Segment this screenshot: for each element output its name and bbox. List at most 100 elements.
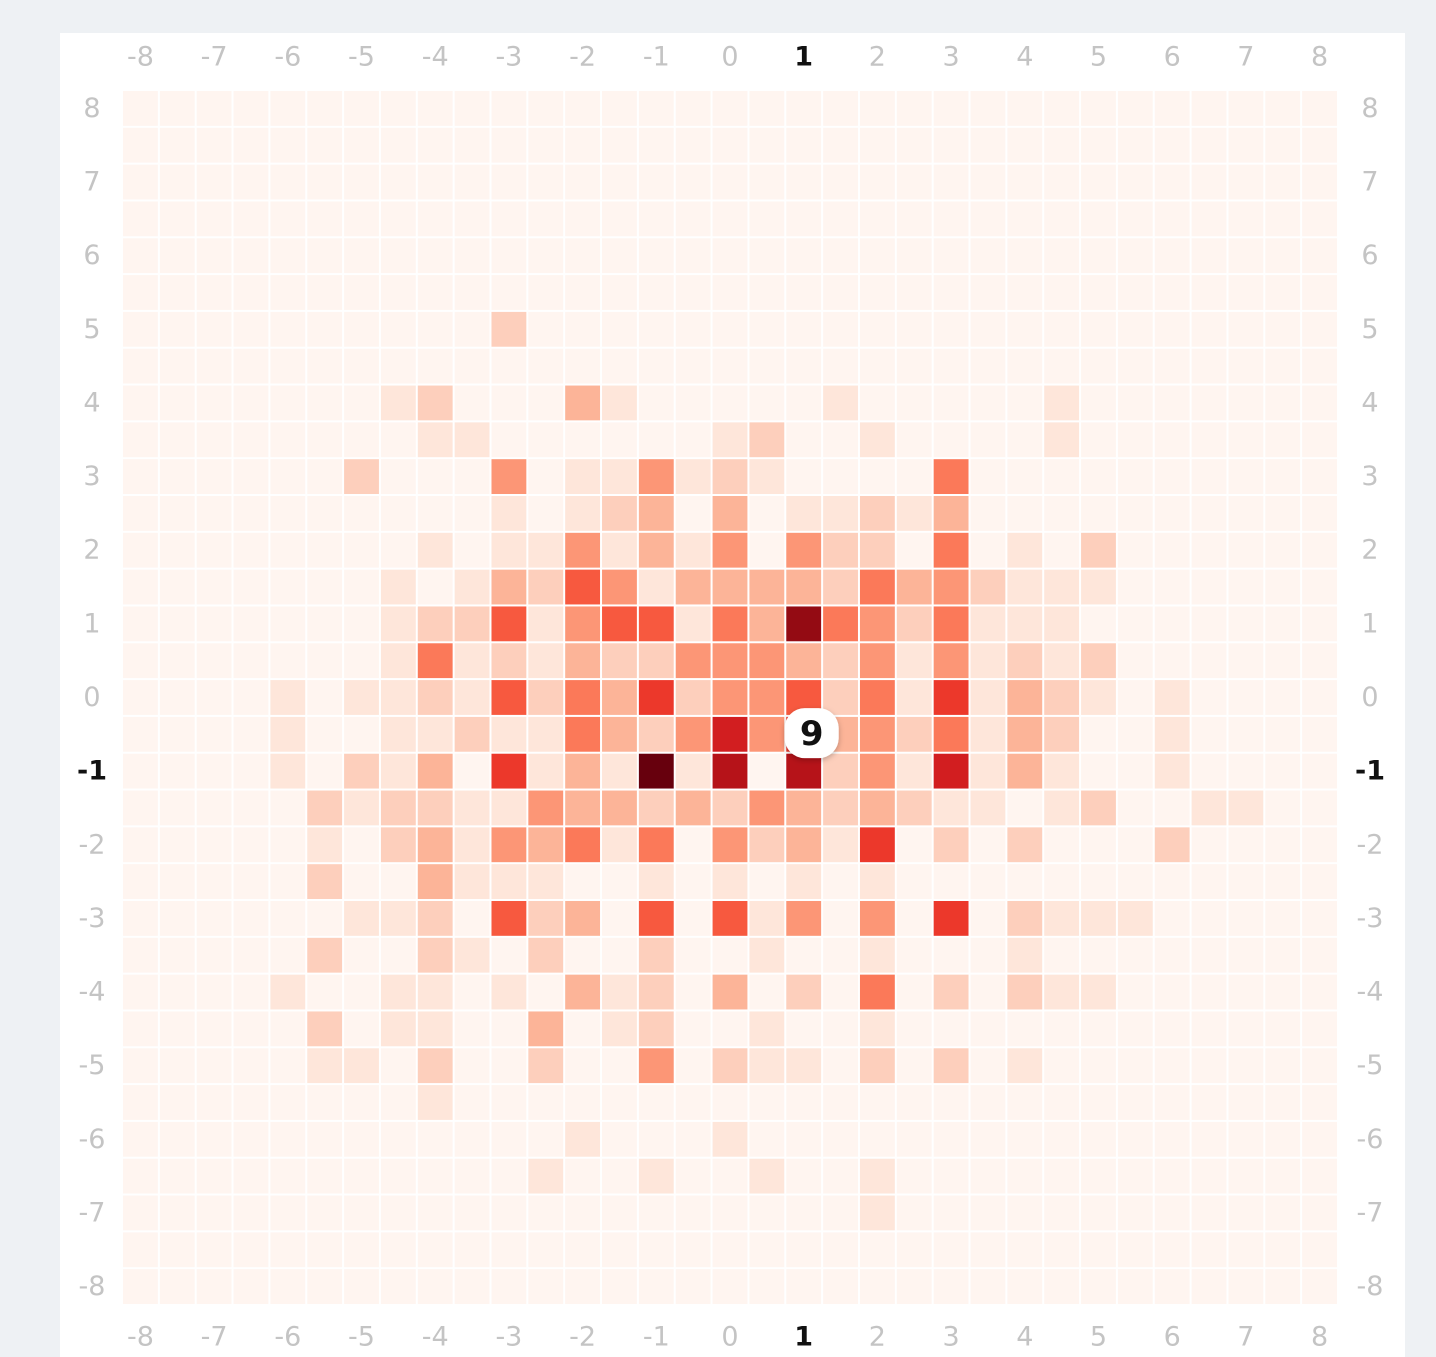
heatmap-cell xyxy=(933,827,969,863)
heatmap-cell xyxy=(233,1121,269,1157)
heatmap-cell xyxy=(749,459,785,494)
heatmap-cell xyxy=(749,385,785,421)
x-tick-label: -4 xyxy=(422,42,449,73)
heatmap-cell xyxy=(675,1085,711,1120)
heatmap-cell xyxy=(675,127,711,163)
heatmap-cell xyxy=(638,606,674,642)
heatmap-cell xyxy=(528,238,564,274)
heatmap-cell xyxy=(1154,864,1190,899)
heatmap-cell xyxy=(196,1085,232,1120)
heatmap-cell xyxy=(1154,201,1190,237)
heatmap-cell xyxy=(823,348,858,384)
heatmap-cell xyxy=(270,422,306,458)
heatmap-cell xyxy=(1044,680,1080,715)
heatmap-cell xyxy=(233,974,269,1010)
heatmap-cell xyxy=(528,348,564,384)
x-tick-label: 7 xyxy=(1237,1322,1254,1353)
heatmap-cell xyxy=(638,1158,674,1194)
heatmap-cell xyxy=(528,275,564,310)
heatmap-cell xyxy=(712,1085,748,1120)
heatmap-cell xyxy=(123,275,158,310)
heatmap-cell xyxy=(270,569,306,605)
heatmap-cell xyxy=(307,1269,343,1304)
heatmap-cell xyxy=(565,91,601,126)
heatmap-cell xyxy=(712,864,748,899)
heatmap-cell xyxy=(1265,311,1301,347)
heatmap-cell xyxy=(675,275,711,310)
heatmap-cell xyxy=(344,91,379,126)
heatmap-cell xyxy=(749,901,785,936)
y-tick-label: 5 xyxy=(83,314,100,345)
heatmap-cell xyxy=(712,275,748,310)
heatmap-cell xyxy=(786,1085,822,1120)
heatmap-cell xyxy=(933,864,969,899)
heatmap-cell xyxy=(786,422,822,458)
heatmap-cell xyxy=(1081,496,1116,531)
heatmap-cell xyxy=(712,606,748,642)
heatmap-cell xyxy=(307,532,343,568)
heatmap-cell xyxy=(196,680,232,715)
heatmap-cell xyxy=(380,1158,416,1194)
heatmap-cell xyxy=(159,901,195,936)
x-tick-label: 1 xyxy=(794,42,813,73)
heatmap-cell xyxy=(417,201,453,237)
heatmap-cell xyxy=(454,1269,490,1304)
heatmap-cell xyxy=(380,201,416,237)
heatmap-cell xyxy=(859,827,895,863)
heatmap-cell xyxy=(196,311,232,347)
heatmap-cell xyxy=(712,569,748,605)
heatmap-cell xyxy=(307,238,343,274)
y-tick-label: -3 xyxy=(1357,903,1384,934)
heatmap-cell xyxy=(159,937,195,973)
heatmap-cell xyxy=(123,348,158,384)
tooltip xyxy=(784,708,839,759)
heatmap-cell xyxy=(1191,1048,1227,1084)
heatmap-cell xyxy=(159,275,195,310)
heatmap-cell xyxy=(970,606,1006,642)
y-tick-label: 6 xyxy=(1361,240,1378,271)
heatmap-cell xyxy=(823,569,858,605)
heatmap-cell xyxy=(602,1195,637,1231)
heatmap-cell xyxy=(344,716,379,752)
heatmap-cell xyxy=(1007,496,1043,531)
heatmap-cell xyxy=(528,532,564,568)
heatmap-cell xyxy=(1265,1158,1301,1194)
heatmap-cell xyxy=(159,311,195,347)
heatmap-cell xyxy=(528,127,564,163)
y-tick-label: -4 xyxy=(79,977,106,1008)
heatmap-cell xyxy=(1228,901,1264,936)
heatmap-cell xyxy=(454,1195,490,1231)
heatmap-cell xyxy=(1007,422,1043,458)
heatmap-cell xyxy=(749,238,785,274)
heatmap-cell xyxy=(1007,91,1043,126)
heatmap-cell xyxy=(933,680,969,715)
heatmap-cell xyxy=(749,91,785,126)
heatmap-cell xyxy=(786,569,822,605)
heatmap-cell xyxy=(675,532,711,568)
heatmap-cell xyxy=(123,127,158,163)
heatmap-cell xyxy=(491,1048,527,1084)
heatmap-cell xyxy=(528,716,564,752)
heatmap-cell xyxy=(823,827,858,863)
heatmap-cell xyxy=(786,91,822,126)
y-tick-label: 2 xyxy=(83,535,100,566)
heatmap-cell xyxy=(1007,1011,1043,1047)
heatmap-cell xyxy=(454,790,490,826)
heatmap-cell xyxy=(896,311,932,347)
heatmap-cell xyxy=(1265,716,1301,752)
y-tick-label: -5 xyxy=(79,1050,106,1081)
y-tick-label: -1 xyxy=(77,756,107,787)
heatmap-cell xyxy=(749,164,785,200)
heatmap-cell xyxy=(1081,532,1116,568)
heatmap-cell xyxy=(159,91,195,126)
heatmap-cell xyxy=(528,974,564,1010)
heatmap-cell xyxy=(565,753,601,789)
heatmap-cell xyxy=(233,716,269,752)
heatmap-cell xyxy=(1117,864,1153,899)
heatmap-cell xyxy=(1007,753,1043,789)
heatmap-cell xyxy=(602,1269,637,1304)
heatmap-cell xyxy=(1302,238,1337,274)
heatmap-cell xyxy=(749,275,785,310)
heatmap-cell xyxy=(749,790,785,826)
heatmap-cell xyxy=(1265,1269,1301,1304)
